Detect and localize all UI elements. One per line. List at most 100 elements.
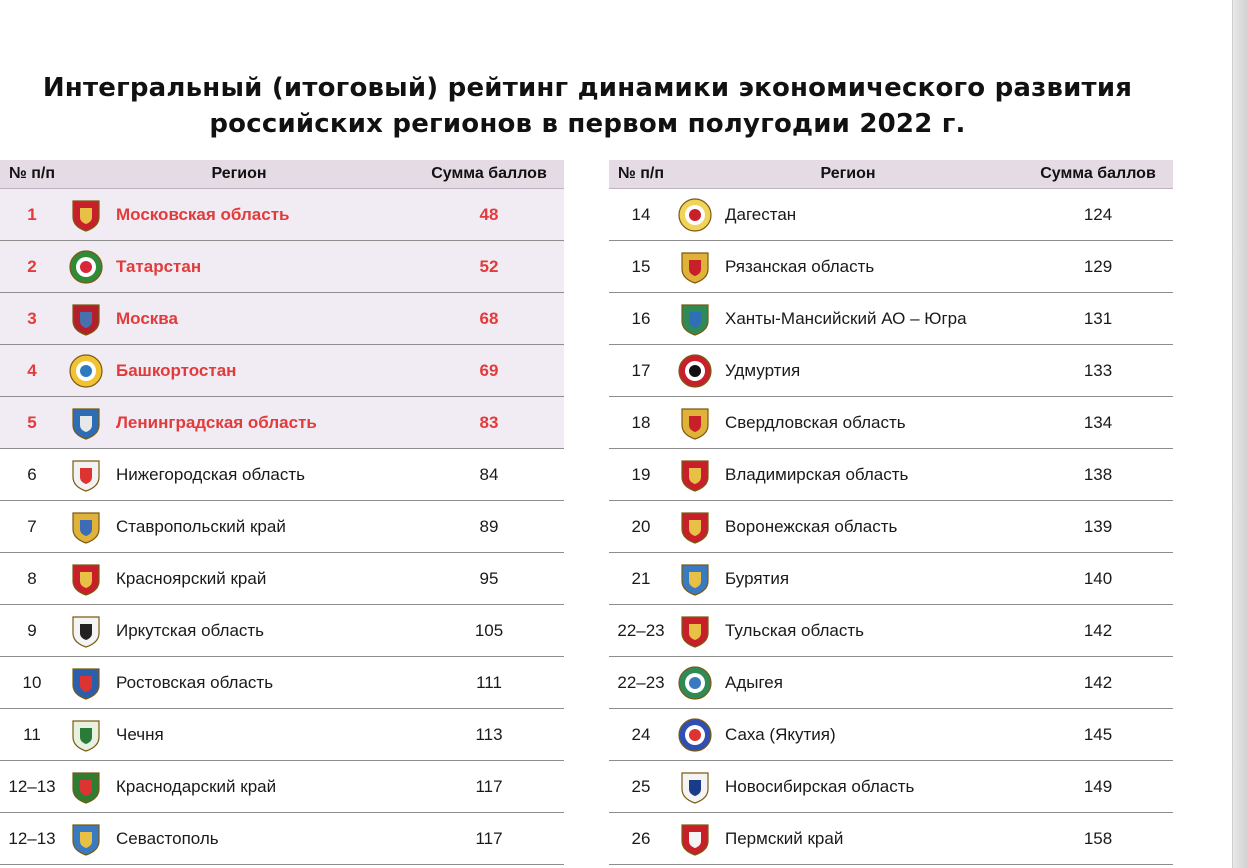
table-row: 3 Москва 68 <box>0 293 564 345</box>
rank-number: 7 <box>27 516 37 536</box>
region-name: Удмуртия <box>725 360 801 380</box>
region-name: Саха (Якутия) <box>725 724 836 744</box>
table-row: 26 Пермский край 158 <box>609 813 1173 865</box>
score-value: 140 <box>1083 568 1113 588</box>
rank-number: 8 <box>27 568 37 588</box>
score-value: 131 <box>1083 308 1113 328</box>
score-value: 142 <box>1083 620 1113 640</box>
score-value: 117 <box>475 776 503 796</box>
dagestan-emblem-icon <box>675 197 715 233</box>
score-value: 52 <box>479 256 499 276</box>
header-score: Сумма баллов <box>1040 165 1156 182</box>
region-name: Ханты-Мансийский АО – Югра <box>725 308 967 328</box>
rank-number: 3 <box>27 308 37 328</box>
page-title: Интегральный (итоговый) рейтинг динамики… <box>0 70 1175 142</box>
sevastopol-emblem-icon <box>66 821 106 857</box>
table-row: 22–23 Тульская область 142 <box>609 605 1173 657</box>
table-row: 7 Ставропольский край 89 <box>0 501 564 553</box>
score-value: 95 <box>479 568 499 588</box>
score-value: 149 <box>1083 776 1113 796</box>
rank-number: 18 <box>631 412 651 432</box>
header-num: № п/п <box>617 165 665 182</box>
rank-number: 6 <box>27 464 37 484</box>
table-row: 6 Нижегородская область 84 <box>0 449 564 501</box>
leningrad-oblast-emblem-icon <box>66 405 106 441</box>
sverdlovsk-emblem-icon <box>675 405 715 441</box>
table-row: 22–23 Адыгея 142 <box>609 657 1173 709</box>
ranking-table-right: № п/п Регион Сумма баллов 14 Дагестан 124… <box>609 160 1173 865</box>
score-value: 158 <box>1083 828 1113 848</box>
table-row: 10 Ростовская область 111 <box>0 657 564 709</box>
header-num: № п/п <box>8 165 56 182</box>
rank-number: 16 <box>631 308 651 328</box>
region-name: Татарстан <box>116 256 202 276</box>
region-name: Чечня <box>116 724 164 744</box>
table-header-left: № п/п Регион Сумма баллов <box>0 160 564 189</box>
udmurtia-emblem-icon <box>675 353 715 389</box>
table-body-left: 1 Московская область 48 2 Татарстан 52 3 Мос… <box>0 189 564 865</box>
table-row: 2 Татарстан 52 <box>0 241 564 293</box>
rostov-emblem-icon <box>66 665 106 701</box>
score-value: 139 <box>1083 516 1113 536</box>
score-value: 145 <box>1083 724 1113 744</box>
ryazan-emblem-icon <box>675 249 715 285</box>
score-value: 111 <box>476 672 502 692</box>
region-name: Адыгея <box>725 672 783 692</box>
title-line-1: Интегральный (итоговый) рейтинг динамики… <box>42 73 1133 103</box>
rank-number: 15 <box>631 256 651 276</box>
rank-number: 24 <box>631 724 651 744</box>
perm-emblem-icon <box>675 821 715 857</box>
score-value: 89 <box>479 516 499 536</box>
region-name: Краснодарский край <box>116 776 277 796</box>
rank-number: 5 <box>27 412 37 432</box>
score-value: 69 <box>479 360 499 380</box>
region-name: Нижегородская область <box>116 464 305 484</box>
score-value: 68 <box>479 308 499 328</box>
score-value: 83 <box>479 412 499 432</box>
tula-emblem-icon <box>675 613 715 649</box>
header-score: Сумма баллов <box>431 165 547 182</box>
table-row: 9 Иркутская область 105 <box>0 605 564 657</box>
rank-number: 12–13 <box>8 776 56 796</box>
nizhny-novgorod-emblem-icon <box>66 457 106 493</box>
table-row: 4 Башкортостан 69 <box>0 345 564 397</box>
rank-number: 22–23 <box>617 620 665 640</box>
region-name: Воронежская область <box>725 516 898 536</box>
rank-number: 12–13 <box>8 828 56 848</box>
rank-number: 14 <box>631 204 651 224</box>
rank-number: 9 <box>27 620 37 640</box>
header-region: Регион <box>211 165 267 182</box>
vladimir-emblem-icon <box>675 457 715 493</box>
score-value: 117 <box>475 828 503 848</box>
region-name: Дагестан <box>725 204 797 224</box>
region-name: Ставропольский край <box>116 516 286 536</box>
rank-number: 17 <box>631 360 651 380</box>
stavropol-emblem-icon <box>66 509 106 545</box>
table-row: 18 Свердловская область 134 <box>609 397 1173 449</box>
score-value: 113 <box>475 724 503 744</box>
rank-number: 1 <box>27 204 37 224</box>
table-row: 5 Ленинградская область 83 <box>0 397 564 449</box>
region-name: Красноярский край <box>116 568 267 588</box>
region-name: Ростовская область <box>116 672 274 692</box>
region-name: Пермский край <box>725 828 844 848</box>
table-body-right: 14 Дагестан 124 15 Рязанская область 129 16 … <box>609 189 1173 865</box>
table-row: 14 Дагестан 124 <box>609 189 1173 241</box>
region-name: Иркутская область <box>116 620 265 640</box>
region-name: Московская область <box>116 204 290 224</box>
region-name: Свердловская область <box>725 412 906 432</box>
adygea-emblem-icon <box>675 665 715 701</box>
rank-number: 11 <box>23 724 41 744</box>
tatarstan-emblem-icon <box>66 249 106 285</box>
chechnya-emblem-icon <box>66 717 106 753</box>
table-row: 21 Бурятия 140 <box>609 553 1173 605</box>
table-row: 17 Удмуртия 133 <box>609 345 1173 397</box>
table-row: 12–13 Севастополь 117 <box>0 813 564 865</box>
region-name: Рязанская область <box>725 256 875 276</box>
buryatia-emblem-icon <box>675 561 715 597</box>
table-header-right: № п/п Регион Сумма баллов <box>609 160 1173 189</box>
region-name: Владимирская область <box>725 464 909 484</box>
score-value: 142 <box>1083 672 1113 692</box>
krasnoyarsk-emblem-icon <box>66 561 106 597</box>
score-value: 48 <box>479 204 499 224</box>
